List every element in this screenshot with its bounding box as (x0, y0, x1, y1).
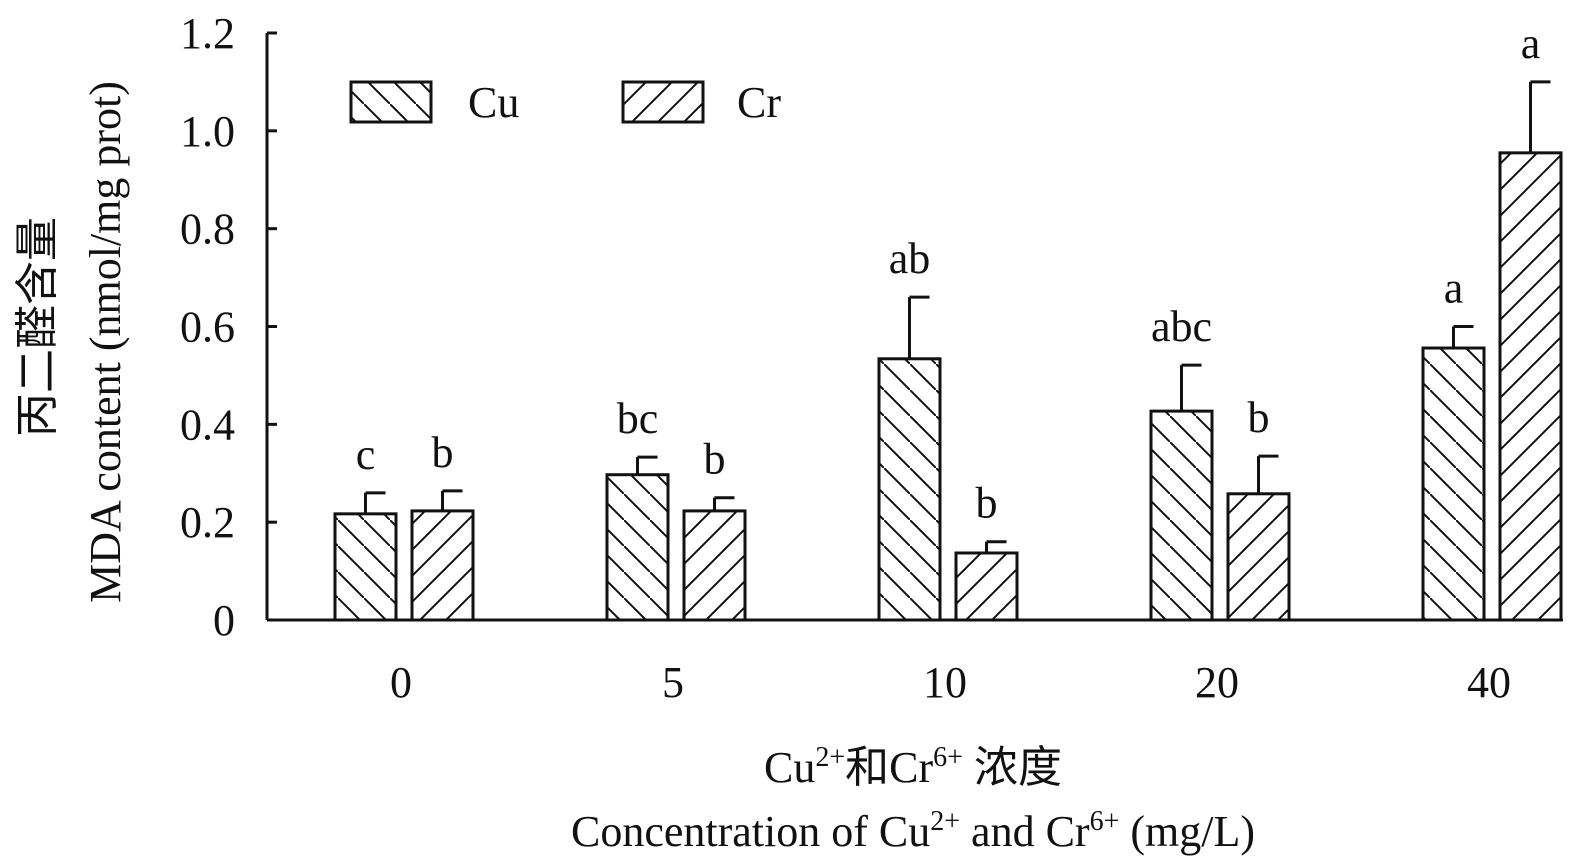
x-tick-label: 10 (923, 658, 967, 707)
y-tick-label: 0.4 (180, 400, 235, 449)
bar-cu (605, 473, 670, 622)
y-tick-label: 0.2 (180, 498, 235, 547)
y-tick-label: 1.0 (180, 107, 235, 156)
legend-label-cu: Cu (468, 78, 519, 127)
y-tick-label: 1.2 (180, 9, 235, 58)
significance-letter-cr: b (432, 428, 454, 477)
legend-swatch-cr (621, 80, 705, 124)
axes: 0 0.2 0.4 0.6 0.8 1.0 1.2 0 5 10 20 40 (180, 9, 1563, 707)
significance-letter-cr: b (704, 435, 726, 484)
bar-cr (410, 509, 475, 622)
x-tick-label: 5 (662, 658, 684, 707)
significance-letter-cu: abc (1151, 302, 1212, 351)
y-tick-label: 0.8 (180, 205, 235, 254)
bar-cu (333, 512, 398, 622)
x-tick-label: 20 (1195, 658, 1239, 707)
bar-cr (954, 551, 1019, 622)
legend-label-cr: Cr (737, 78, 781, 127)
significance-letter-cr: b (1248, 393, 1270, 442)
y-axis-title: MDA content (nmol/mg prot) (81, 81, 130, 603)
y-axis-title-cn: 丙二醛含量 (13, 217, 62, 437)
x-tick-label: 0 (390, 658, 412, 707)
bar-cr (1498, 151, 1563, 622)
bar-cu (877, 357, 942, 622)
significance-letter-cr: a (1521, 19, 1541, 68)
x-axis-title-cn: Cu2+和Cr6+ 浓度 (764, 742, 1062, 792)
significance-letter-cu: c (356, 430, 376, 479)
legend: Cu Cr (349, 78, 781, 127)
x-tick-label: 40 (1467, 658, 1511, 707)
bar-cr (1226, 492, 1291, 622)
bar-cu (1421, 346, 1486, 622)
y-tick-label: 0 (213, 596, 235, 645)
x-axis-title: Concentration of Cu2+ and Cr6+ (mg/L) (571, 806, 1255, 856)
significance-letter-cu: bc (617, 394, 659, 443)
significance-letter-cu: ab (889, 234, 931, 283)
legend-swatch-cu (349, 80, 433, 124)
bar-cr (682, 509, 747, 622)
y-tick-label: 0.6 (180, 303, 235, 352)
significance-letter-cr: b (976, 479, 998, 528)
bar-cu (1149, 409, 1214, 622)
significance-letter-cu: a (1444, 264, 1464, 313)
